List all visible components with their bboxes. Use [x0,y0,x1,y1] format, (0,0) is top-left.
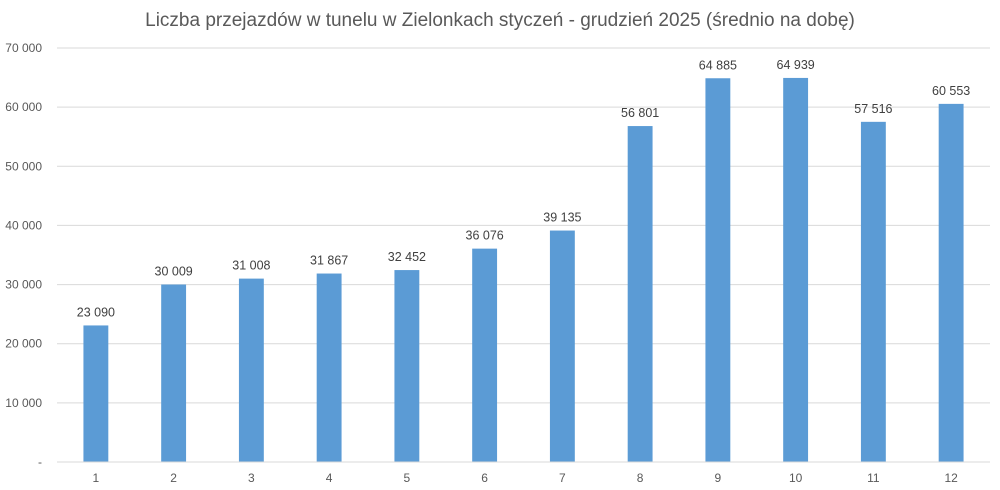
y-tick-label: 40 000 [5,218,42,232]
data-label: 23 090 [77,305,115,319]
x-tick-label: 1 [93,471,100,485]
x-tick-label: 6 [481,471,488,485]
bar [316,273,342,462]
bar [83,325,109,462]
y-axis-tick-labels: - 10 000 20 000 30 000 40 000 50 000 60 000 70 … [5,41,42,469]
gridlines [57,47,990,404]
bar [938,103,964,462]
data-label: 30 009 [155,265,193,279]
data-label: 56 801 [621,106,659,120]
x-tick-label: 2 [170,471,177,485]
y-tick-label: 50 000 [5,159,42,173]
bar [549,230,575,462]
data-label: 31 867 [310,254,348,268]
chart-title: Liczba przejazdów w tunelu w Zielonkach … [145,10,855,31]
data-label: 39 135 [543,211,581,225]
bar [394,270,420,462]
data-label: 32 452 [388,250,426,264]
x-axis-tick-labels: 1 2 3 4 5 6 7 8 9 10 11 12 [93,471,959,485]
x-tick-label: 8 [637,471,644,485]
bar [860,121,886,462]
x-tick-label: 10 [789,471,803,485]
y-tick-label: 10 000 [5,396,42,410]
data-label: 64 939 [777,58,815,72]
data-label: 36 076 [466,229,504,243]
bar [161,284,187,462]
y-tick-label: 60 000 [5,100,42,114]
x-tick-label: 11 [867,471,880,485]
bar [238,278,264,462]
bar [627,126,653,463]
bars [83,77,964,463]
bar [783,77,809,463]
y-tick-label: 30 000 [5,278,42,292]
y-tick-label: - [38,455,42,469]
data-labels: 23 090 30 009 31 008 31 867 32 452 36 076 39 1… [77,58,971,320]
y-tick-label: 20 000 [5,337,42,351]
x-tick-label: 9 [715,471,722,485]
data-label: 31 008 [232,259,270,273]
x-tick-label: 7 [559,471,566,485]
x-tick-label: 3 [248,471,255,485]
x-tick-label: 4 [326,471,333,485]
data-label: 60 553 [932,84,970,98]
y-tick-label: 70 000 [5,41,42,55]
bar [705,78,731,462]
data-label: 57 516 [854,102,892,116]
x-tick-label: 5 [404,471,411,485]
data-label: 64 885 [699,58,737,72]
x-tick-label: 12 [944,471,958,485]
bar [472,248,498,462]
